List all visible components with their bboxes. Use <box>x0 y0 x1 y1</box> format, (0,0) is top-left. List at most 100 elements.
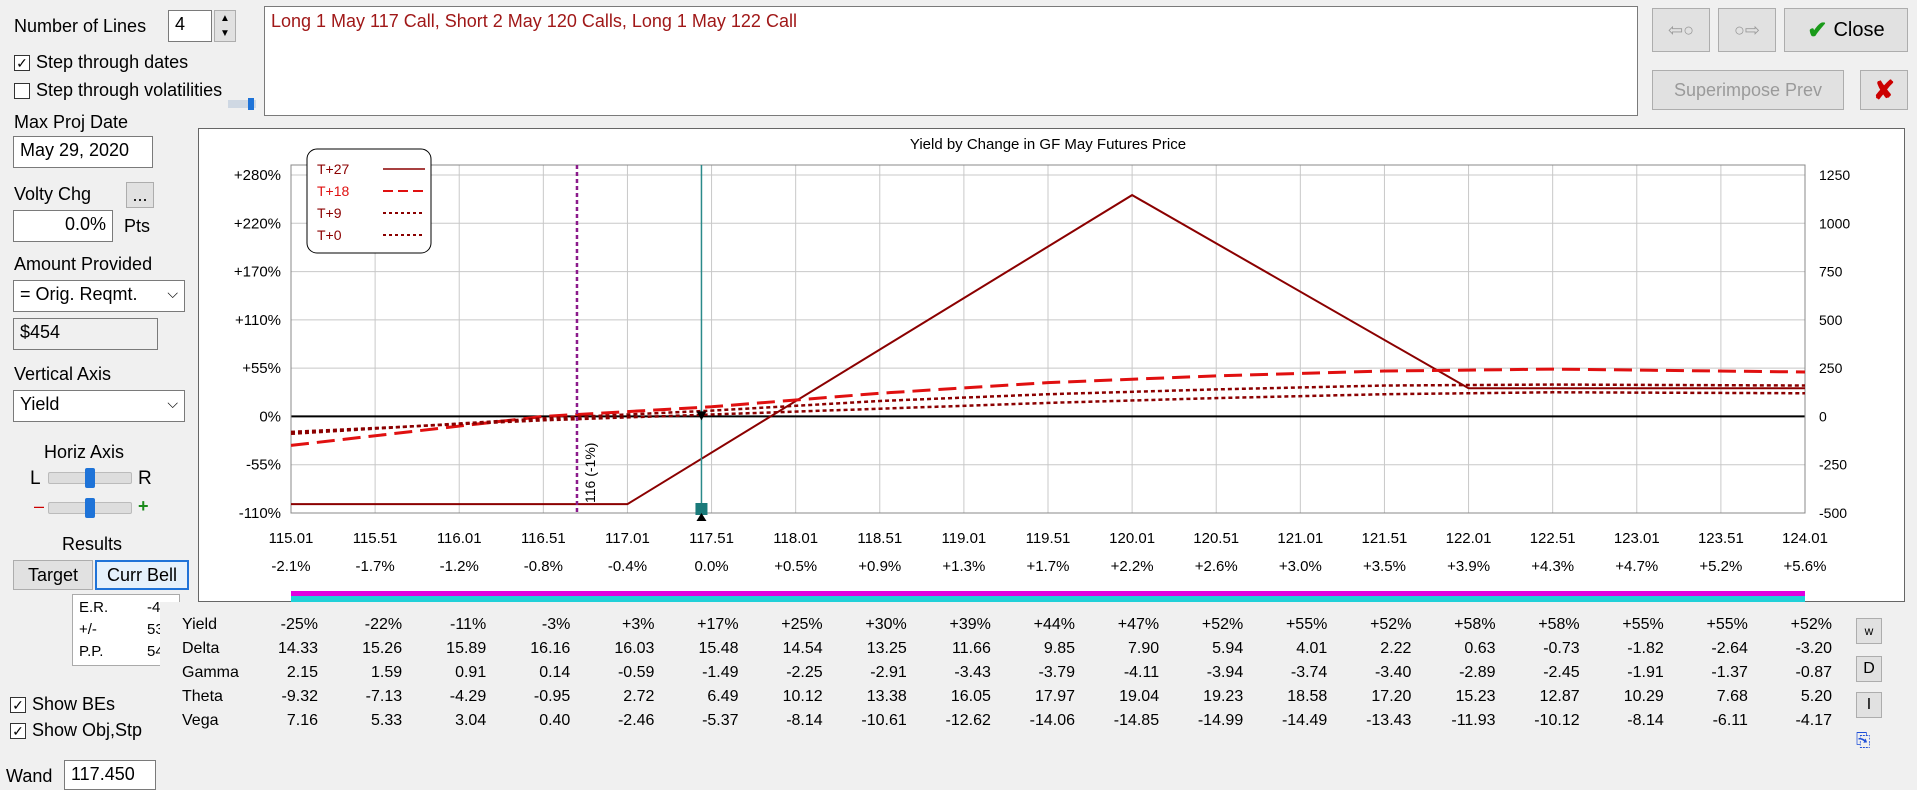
x-tick-label: 116.01 <box>437 530 482 547</box>
checkmark-icon[interactable]: ✓ <box>10 722 26 739</box>
red-x-icon: ✘ <box>1873 74 1895 105</box>
chevron-down-icon[interactable]: ⌵ <box>167 285 178 301</box>
greeks-table: Yield -25% -22% -11% -3% +3% +17% +25% +30% +39% +… <box>160 602 1832 788</box>
greek-cell: 2.72 <box>623 688 655 705</box>
cancel-button[interactable]: ✘ <box>1860 70 1908 110</box>
greek-cell: 5.33 <box>370 712 403 729</box>
mini-slider-thumb[interactable] <box>248 98 254 110</box>
x-tick-label: 122.51 <box>1530 530 1576 547</box>
x-pct-tick-label: -1.2% <box>440 558 479 575</box>
x-tick-label: 117.01 <box>605 530 650 547</box>
show-obj-checkbox[interactable]: ✓ Show Obj,Stp <box>10 720 142 741</box>
x-pct-tick-label: +1.3% <box>942 558 985 575</box>
greek-cell: +52% <box>1370 616 1412 633</box>
greek-cell: -8.14 <box>1627 712 1664 729</box>
max-proj-date-input[interactable]: May 29, 2020 <box>13 136 153 168</box>
plot-frame <box>290 164 1806 514</box>
show-bes-checkbox[interactable]: ✓ Show BEs <box>10 694 115 715</box>
greek-cell: +55% <box>1622 616 1664 633</box>
step-dates-checkbox[interactable]: ✓ Step through dates <box>14 52 188 73</box>
chevron-down-icon[interactable]: ⌵ <box>167 395 178 411</box>
chart-panel[interactable]: Yield by Change in GF May Futures Price 1… <box>198 128 1905 602</box>
greek-cell: -2.89 <box>1459 664 1496 681</box>
forward-button[interactable]: ○⇨ <box>1718 8 1776 52</box>
greek-cell: 4.01 <box>1296 640 1328 657</box>
horiz-pan-thumb[interactable] <box>85 468 95 488</box>
greek-cell: 9.85 <box>1043 640 1075 657</box>
greek-cell: +39% <box>949 616 991 633</box>
greek-cell: 16.05 <box>950 688 991 705</box>
x-pct-tick-label: -1.7% <box>356 558 395 575</box>
checkbox-empty-icon[interactable] <box>14 82 30 99</box>
greek-cell: -12.62 <box>945 712 991 729</box>
horiz-pan-slider[interactable] <box>48 468 132 488</box>
greek-cell: 15.48 <box>698 640 739 657</box>
greek-cell: -0.95 <box>533 688 571 705</box>
greek-cell: 6.49 <box>707 688 739 705</box>
x-tick-label: 121.51 <box>1361 530 1407 547</box>
volty-chg-input[interactable]: 0.0% <box>13 210 113 242</box>
greek-cell: 13.38 <box>866 688 907 705</box>
checkmark-icon[interactable]: ✓ <box>10 696 26 713</box>
legend-label: T+9 <box>317 205 342 221</box>
spin-down-icon[interactable]: ▼ <box>220 28 230 39</box>
x-pct-tick-label: +3.5% <box>1363 558 1406 575</box>
horiz-zoom-thumb[interactable] <box>85 498 95 518</box>
y-left-tick-label: -55% <box>246 457 281 474</box>
target-button[interactable]: Target <box>13 560 93 590</box>
greek-cell: -25% <box>280 616 318 633</box>
max-proj-date-label: Max Proj Date <box>14 112 129 132</box>
greek-cell: 16.03 <box>614 640 655 657</box>
amount-provided-select[interactable]: = Orig. Reqmt. ⌵ <box>13 280 185 312</box>
x-tick-label: 120.01 <box>1109 530 1155 547</box>
greek-cell: +30% <box>865 616 907 633</box>
superimpose-prev-button[interactable]: Superimpose Prev <box>1652 70 1844 110</box>
spin-up-icon[interactable]: ▲ <box>220 13 230 24</box>
x-pct-tick-label: +5.2% <box>1699 558 1742 575</box>
vertical-axis-select[interactable]: Yield ⌵ <box>13 390 185 422</box>
greek-cell: 10.12 <box>782 688 823 705</box>
series-line <box>290 367 1806 447</box>
step-dates-label: Step through dates <box>36 52 189 72</box>
x-tick-label: 123.01 <box>1614 530 1660 547</box>
greek-cell: 13.25 <box>866 640 907 657</box>
strategy-description[interactable]: Long 1 May 117 Call, Short 2 May 120 Cal… <box>264 6 1638 116</box>
back-button[interactable]: ⇦○ <box>1652 8 1710 52</box>
w-button[interactable]: w <box>1856 618 1882 644</box>
greek-cell: -22% <box>364 616 403 633</box>
step-vols-checkbox[interactable]: Step through volatilities <box>14 80 222 101</box>
checkmark-icon[interactable]: ✓ <box>14 54 30 71</box>
x-tick-label: 122.01 <box>1446 530 1492 547</box>
wand-input[interactable]: 117.450 <box>64 760 156 790</box>
close-button[interactable]: ✔ Close <box>1784 8 1908 52</box>
greek-cell: 0.91 <box>455 664 487 681</box>
greek-cell: 7.68 <box>1716 688 1748 705</box>
horiz-zoom-slider[interactable] <box>48 498 132 518</box>
vertical-axis-value: Yield <box>20 394 60 414</box>
mini-slider[interactable] <box>228 98 256 110</box>
greek-cell: -5.37 <box>702 712 739 729</box>
greek-cell: -1.37 <box>1711 664 1748 681</box>
number-of-lines-input[interactable]: 4 <box>168 10 212 42</box>
pm-label: +/- <box>79 621 97 638</box>
curr-bell-button[interactable]: Curr Bell <box>95 560 189 590</box>
greek-cell: -2.45 <box>1543 664 1580 681</box>
i-button[interactable]: I <box>1856 692 1882 718</box>
yield-chart[interactable]: Yield by Change in GF May Futures Price 1… <box>199 129 1906 603</box>
greek-cell: -11% <box>450 616 487 633</box>
volty-chg-button[interactable]: ... <box>126 182 154 208</box>
show-obj-label: Show Obj,Stp <box>32 720 143 740</box>
greek-cell: -13.43 <box>1366 712 1412 729</box>
horiz-left-label: L <box>30 468 41 489</box>
greek-cell: 14.33 <box>277 640 318 657</box>
x-tick-label: 119.51 <box>1026 530 1071 547</box>
chart-title: Yield by Change in GF May Futures Price <box>910 136 1186 153</box>
greek-cell: +25% <box>781 616 823 633</box>
d-button[interactable]: D <box>1856 656 1882 682</box>
y-right-tick-label: -250 <box>1819 457 1847 473</box>
series-line <box>291 193 1805 506</box>
number-of-lines-spinner[interactable]: ▲ ▼ <box>214 10 236 42</box>
export-icon[interactable]: ⎘ <box>1856 730 1871 750</box>
x-pct-tick-label: +3.0% <box>1279 558 1322 575</box>
greek-cell: -1.82 <box>1627 640 1664 657</box>
